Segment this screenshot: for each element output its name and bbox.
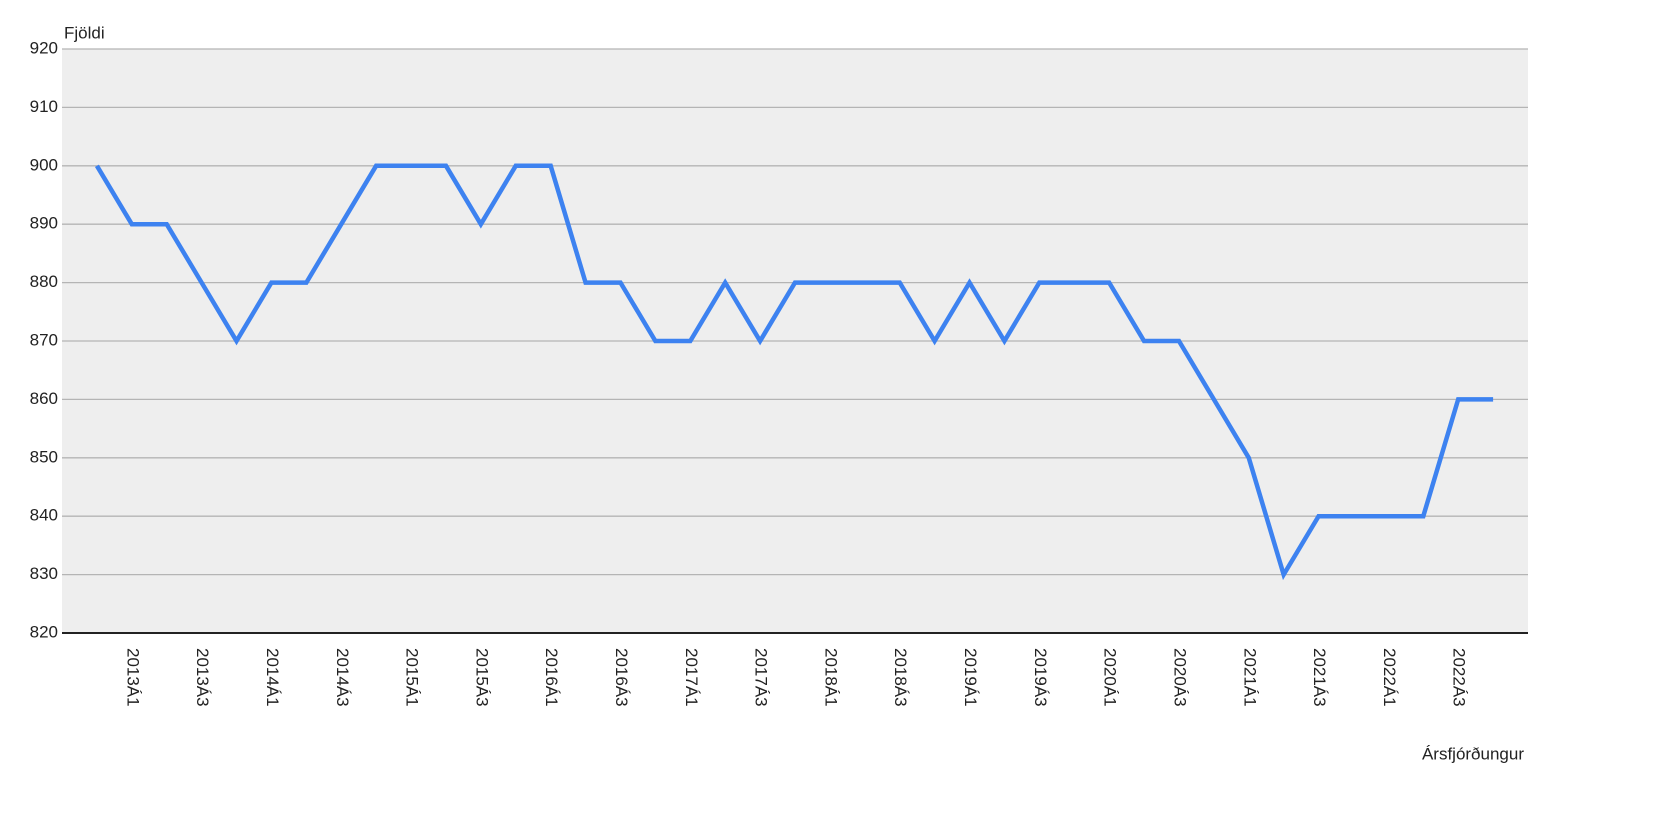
x-tick-label: 2021Á3 <box>1310 648 1329 707</box>
x-axis-title: Ársfjórðungur <box>1422 744 1524 763</box>
x-tick-label: 2022Á1 <box>1380 648 1399 707</box>
x-tick-label: 2020Á1 <box>1101 648 1120 707</box>
x-tick-label: 2014Á1 <box>263 648 282 707</box>
x-tick-label: 2022Á3 <box>1450 648 1469 707</box>
x-tick-label: 2018Á3 <box>891 648 910 707</box>
y-tick-label: 860 <box>30 389 58 408</box>
x-tick-label: 2017Á3 <box>752 648 771 707</box>
y-tick-label: 850 <box>30 447 58 466</box>
x-tick-label: 2017Á1 <box>682 648 701 707</box>
y-tick-label: 820 <box>30 622 58 641</box>
x-tick-label: 2015Á1 <box>403 648 422 707</box>
y-tick-label: 910 <box>30 97 58 116</box>
x-tick-label: 2014Á3 <box>333 648 352 707</box>
y-axis-title: Fjöldi <box>64 23 105 42</box>
x-tick-label: 2013Á1 <box>123 648 142 707</box>
y-tick-label: 830 <box>30 564 58 583</box>
y-tick-label: 900 <box>30 155 58 174</box>
y-tick-label: 920 <box>30 38 58 57</box>
y-tick-label: 890 <box>30 214 58 233</box>
x-tick-label: 2021Á1 <box>1240 648 1259 707</box>
x-tick-label: 2020Á3 <box>1170 648 1189 707</box>
x-tick-label: 2016Á1 <box>542 648 561 707</box>
y-tick-label: 880 <box>30 272 58 291</box>
line-series <box>94 163 1494 581</box>
x-tick-label: 2013Á3 <box>193 648 212 707</box>
x-tick-label: 2016Á3 <box>612 648 631 707</box>
x-tick-label: 2018Á1 <box>821 648 840 707</box>
y-tick-label: 840 <box>30 506 58 525</box>
x-tick-label: 2019Á3 <box>1031 648 1050 707</box>
x-tick-label: 2015Á3 <box>472 648 491 707</box>
y-tick-label: 870 <box>30 330 58 349</box>
x-tick-label: 2019Á1 <box>961 648 980 707</box>
